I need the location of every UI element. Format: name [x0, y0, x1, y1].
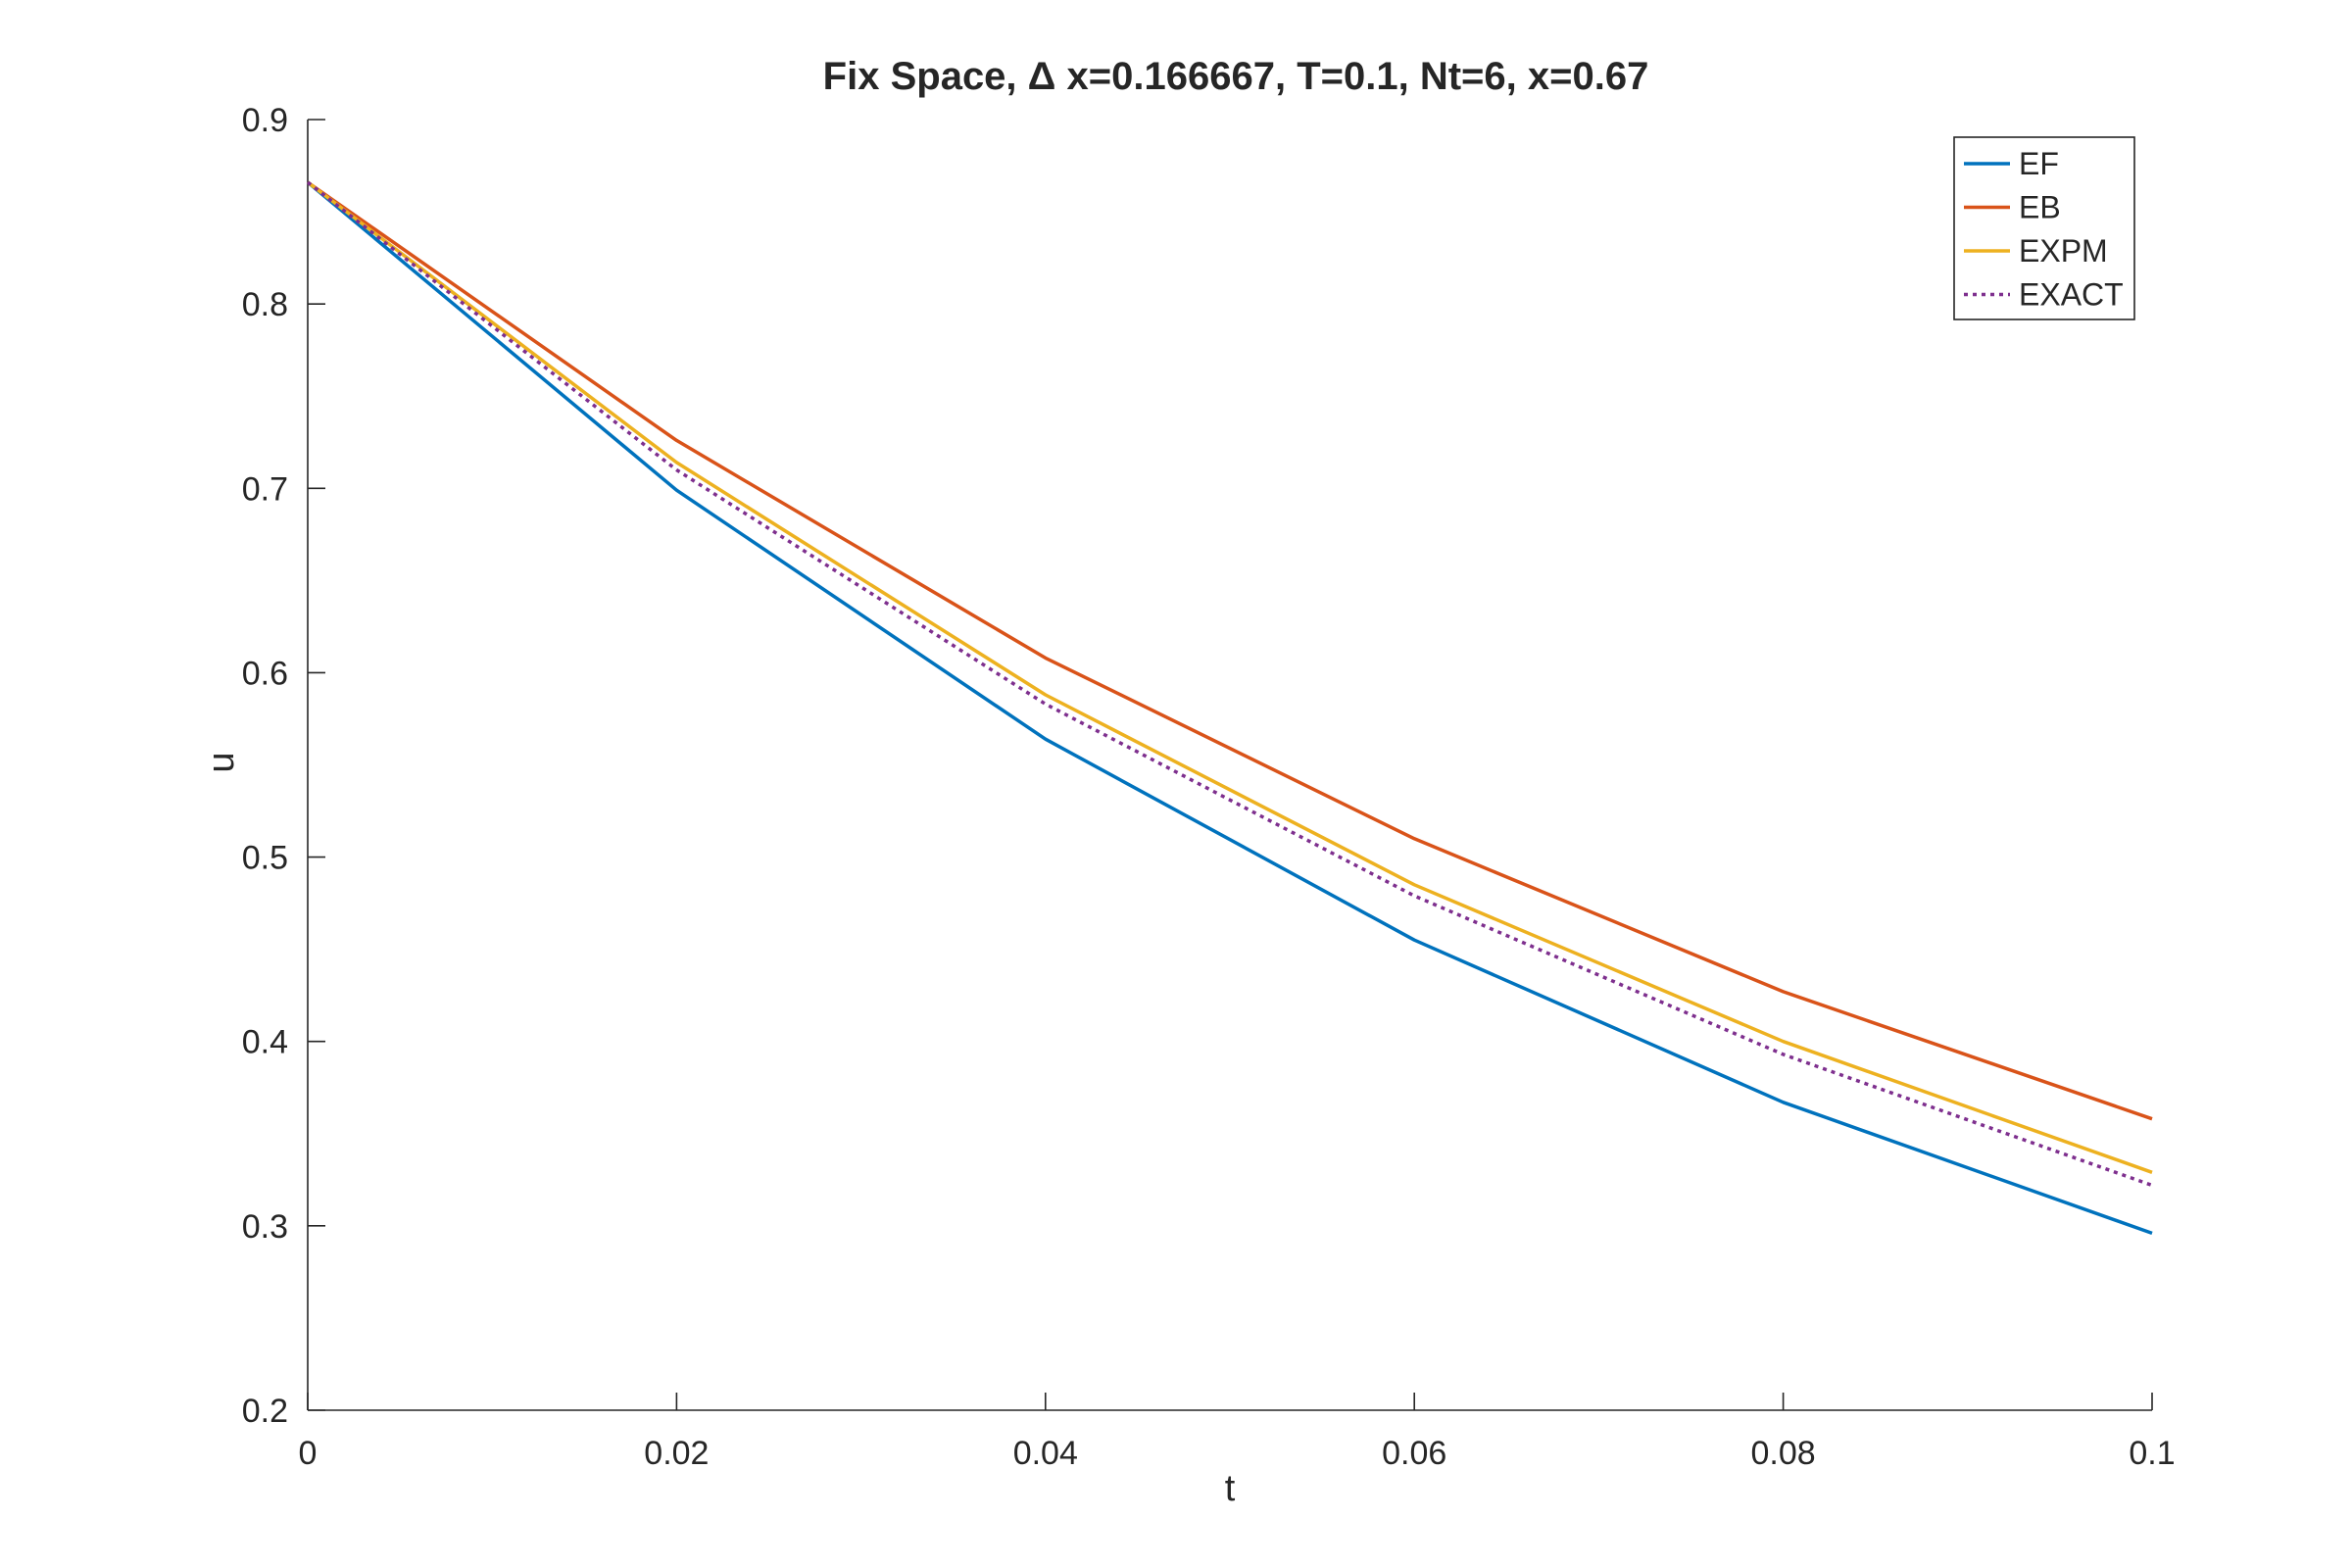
series-lines — [306, 180, 2153, 1236]
x-tick-label: 0.04 — [1013, 1435, 1078, 1472]
x-axis-label: t — [1225, 1468, 1236, 1509]
legend-label-expm: EXPM — [2019, 233, 2108, 269]
x-tick-label: 0.06 — [1382, 1435, 1446, 1472]
y-tick-label: 0.2 — [242, 1393, 288, 1430]
legend-label-exact: EXACT — [2019, 277, 2124, 313]
x-ticks: 0 0.02 0.04 0.06 0.08 0.1 — [299, 1393, 2176, 1472]
y-tick-label: 0.3 — [242, 1208, 288, 1246]
x-tick-label: 0.1 — [2129, 1435, 2175, 1472]
legend-label-eb: EB — [2019, 190, 2061, 225]
y-tick-label: 0.8 — [242, 286, 288, 323]
chart-title: Fix Space, Δ x=0.166667, T=0.1, Nt=6, x=… — [823, 55, 1649, 98]
axes — [307, 120, 2152, 1411]
x-tick-label: 0.08 — [1751, 1435, 1816, 1472]
y-tick-label: 0.4 — [242, 1024, 288, 1061]
x-tick-label: 0 — [299, 1435, 318, 1472]
series-line-ef — [306, 180, 2153, 1236]
legend-label-ef: EF — [2019, 146, 2059, 181]
x-tick-label: 0.02 — [644, 1435, 709, 1472]
legend: EF EB EXPM EXACT — [1953, 136, 2135, 320]
series-line-expm — [306, 180, 2153, 1174]
y-tick-label: 0.9 — [242, 102, 288, 139]
y-axis-label: u — [201, 752, 242, 772]
series-line-exact — [306, 180, 2153, 1188]
y-ticks: 0.2 0.3 0.4 0.5 0.6 0.7 0.8 0.9 — [242, 102, 325, 1430]
series-line-eb — [306, 180, 2153, 1121]
y-tick-label: 0.6 — [242, 655, 288, 692]
y-tick-label: 0.7 — [242, 470, 288, 508]
y-tick-label: 0.5 — [242, 840, 288, 877]
legend-box — [1953, 136, 2135, 320]
